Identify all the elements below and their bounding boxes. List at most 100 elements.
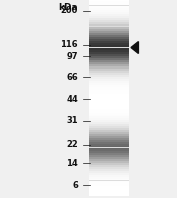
- Bar: [88, 64, 129, 66]
- Bar: [88, 83, 129, 85]
- Bar: [88, 6, 129, 8]
- Bar: [88, 159, 129, 161]
- Bar: [88, 130, 129, 132]
- Bar: [88, 14, 129, 16]
- Bar: [88, 18, 129, 20]
- Bar: [88, 184, 129, 186]
- Bar: [88, 109, 129, 111]
- Bar: [88, 120, 129, 122]
- Bar: [88, 103, 129, 105]
- Bar: [88, 101, 129, 103]
- Bar: [88, 31, 129, 33]
- Text: 200: 200: [61, 6, 78, 15]
- Bar: [88, 60, 129, 62]
- Bar: [88, 89, 129, 92]
- Bar: [88, 126, 129, 128]
- Bar: [88, 165, 129, 167]
- Bar: [88, 111, 129, 113]
- Bar: [88, 175, 129, 177]
- Bar: [88, 181, 129, 182]
- Bar: [88, 167, 129, 169]
- Polygon shape: [131, 42, 138, 53]
- Bar: [88, 1, 129, 3]
- Bar: [88, 98, 129, 100]
- Bar: [88, 92, 129, 94]
- Bar: [88, 54, 129, 56]
- Bar: [88, 33, 129, 35]
- Bar: [88, 173, 129, 175]
- Bar: [88, 194, 129, 196]
- Bar: [88, 155, 129, 157]
- Bar: [88, 85, 129, 88]
- Bar: [88, 149, 129, 151]
- Bar: [88, 16, 129, 18]
- Bar: [88, 142, 129, 144]
- Bar: [88, 179, 129, 180]
- Bar: [88, 128, 129, 130]
- Bar: [88, 0, 129, 1]
- Bar: [88, 29, 129, 31]
- Bar: [88, 75, 129, 77]
- Bar: [88, 94, 129, 96]
- Bar: [88, 77, 129, 79]
- Bar: [88, 118, 129, 120]
- Bar: [88, 62, 129, 64]
- Bar: [88, 20, 129, 22]
- Bar: [88, 190, 129, 192]
- Bar: [88, 115, 129, 116]
- Bar: [88, 96, 129, 98]
- Bar: [88, 43, 129, 45]
- Text: 22: 22: [66, 140, 78, 149]
- Text: 116: 116: [60, 40, 78, 49]
- Bar: [88, 56, 129, 58]
- Text: 6: 6: [72, 181, 78, 190]
- Bar: [88, 116, 129, 118]
- Bar: [88, 148, 129, 149]
- Bar: [88, 138, 129, 140]
- Bar: [88, 37, 129, 39]
- Bar: [88, 99, 129, 101]
- Bar: [88, 163, 129, 165]
- Bar: [88, 52, 129, 54]
- Bar: [88, 79, 129, 81]
- Bar: [88, 113, 129, 114]
- Bar: [88, 2, 129, 194]
- Bar: [88, 50, 129, 52]
- Bar: [88, 58, 129, 60]
- Bar: [88, 122, 129, 124]
- Bar: [88, 41, 129, 43]
- Bar: [88, 171, 129, 173]
- Text: kDa: kDa: [58, 3, 78, 12]
- Bar: [88, 192, 129, 194]
- Bar: [88, 39, 129, 41]
- Bar: [88, 88, 129, 89]
- Bar: [88, 132, 129, 134]
- Bar: [88, 67, 129, 69]
- Bar: [88, 69, 129, 71]
- Text: 66: 66: [66, 73, 78, 82]
- Bar: [88, 153, 129, 155]
- Bar: [88, 151, 129, 153]
- Bar: [88, 182, 129, 184]
- Bar: [88, 22, 129, 24]
- Bar: [88, 169, 129, 171]
- Bar: [88, 3, 129, 6]
- Bar: [88, 136, 129, 138]
- Bar: [88, 161, 129, 163]
- Bar: [88, 12, 129, 14]
- Bar: [88, 140, 129, 142]
- Bar: [88, 71, 129, 73]
- Bar: [88, 177, 129, 179]
- Bar: [88, 144, 129, 146]
- Bar: [88, 157, 129, 159]
- Bar: [88, 24, 129, 27]
- Bar: [88, 81, 129, 83]
- Bar: [88, 35, 129, 37]
- Bar: [88, 146, 129, 148]
- Bar: [88, 27, 129, 29]
- Text: 97: 97: [66, 52, 78, 61]
- Text: 31: 31: [66, 116, 78, 125]
- Bar: [88, 105, 129, 107]
- Bar: [88, 107, 129, 109]
- Text: 14: 14: [66, 159, 78, 168]
